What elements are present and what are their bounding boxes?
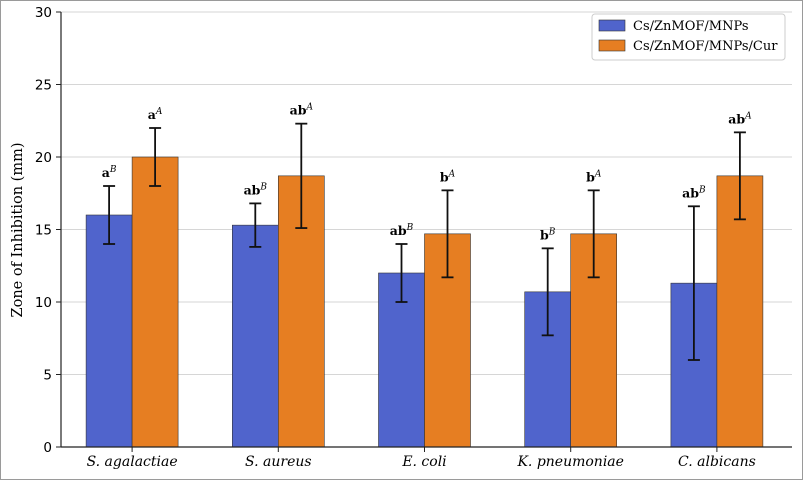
x-tick-label: K. pneumoniae: [516, 454, 623, 470]
significance-superscript: A: [305, 103, 313, 113]
significance-letter: b: [440, 169, 449, 184]
significance-letter: a: [148, 107, 156, 122]
significance-letter: a: [102, 165, 110, 180]
legend: Cs/ZnMOF/MNPs Cs/ZnMOF/MNPs/Cur: [591, 13, 786, 61]
legend-label-series-1: Cs/ZnMOF/MNPs: [633, 19, 749, 34]
y-axis-label: Zone of Inhibition (mm): [10, 143, 26, 318]
significance-letter: ab: [390, 223, 407, 238]
significance-letter: b: [540, 227, 549, 242]
significance-superscript: A: [155, 107, 163, 117]
significance-label: abA: [728, 111, 752, 126]
legend-swatch-series-2: [598, 39, 626, 52]
significance-label: aA: [148, 107, 163, 122]
bar: [232, 224, 279, 448]
x-tick-label: S. aureus: [245, 454, 312, 470]
significance-superscript: A: [594, 169, 602, 179]
y-tick-label: 20: [35, 150, 52, 166]
x-tick-label: S. agalactiae: [87, 454, 178, 470]
significance-superscript: B: [698, 185, 706, 195]
significance-label: bB: [540, 227, 556, 242]
significance-letter: ab: [682, 185, 699, 200]
significance-superscript: B: [109, 165, 117, 175]
legend-label-series-2: Cs/ZnMOF/MNPs/Cur: [633, 39, 778, 54]
x-tick-label: C. albicans: [678, 454, 756, 470]
significance-superscript: B: [259, 182, 267, 192]
significance-label: abB: [390, 223, 414, 238]
bar: [85, 214, 133, 448]
significance-letter: ab: [244, 182, 261, 197]
significance-letter: ab: [728, 111, 745, 126]
significance-label: bA: [440, 169, 456, 184]
significance-label: abA: [290, 103, 314, 118]
y-ticks: 0 5 10 15 20 25 30: [35, 5, 61, 456]
significance-superscript: A: [744, 111, 752, 121]
significance-letter: ab: [290, 103, 307, 118]
significance-label: aB: [102, 165, 117, 180]
significance-letter: b: [586, 169, 595, 184]
y-tick-label: 10: [35, 295, 52, 311]
significance-label: bA: [586, 169, 602, 184]
legend-swatch-series-1: [598, 19, 626, 32]
significance-label: abB: [244, 182, 268, 197]
x-ticks: S. agalactiae S. aureus E. coli K. pneumoni…: [87, 447, 756, 470]
y-tick-label: 0: [43, 440, 52, 456]
y-tick-label: 30: [35, 5, 52, 21]
y-tick-label: 15: [35, 223, 52, 239]
legend-box: [591, 13, 786, 61]
significance-superscript: A: [448, 169, 456, 179]
bar: [131, 156, 179, 448]
bar: [716, 175, 764, 448]
significance-label: abB: [682, 185, 706, 200]
significance-superscript: B: [406, 223, 414, 233]
y-tick-label: 25: [35, 78, 52, 94]
grid-lines: [61, 11, 792, 375]
y-tick-label: 5: [43, 368, 52, 384]
error-bars: [103, 122, 746, 361]
x-tick-label: E. coli: [401, 454, 446, 470]
significance-superscript: B: [548, 227, 556, 237]
